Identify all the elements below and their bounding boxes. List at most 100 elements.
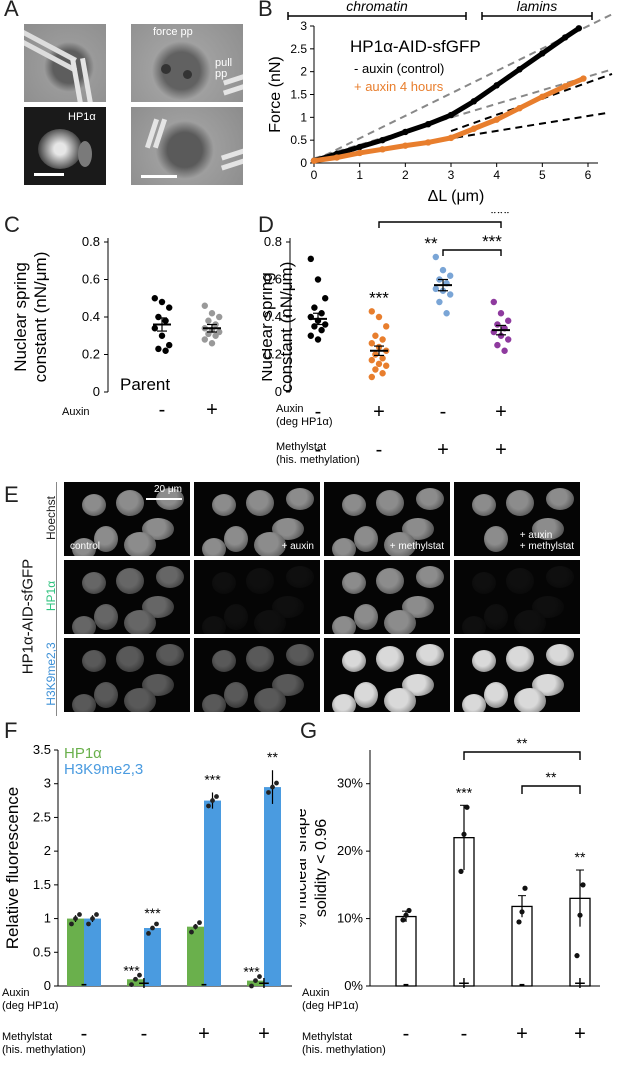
nucleus (202, 694, 226, 712)
column-label-0: control (70, 541, 101, 552)
chart-title: HP1α-AID-sfGFP (350, 37, 481, 56)
nucleus (116, 568, 144, 594)
data-point (210, 798, 215, 803)
data-point (270, 784, 275, 790)
legend-entry: HP1α (64, 745, 102, 762)
nucleus (546, 644, 574, 666)
data-point (383, 362, 390, 369)
condition-sign: - (403, 1023, 410, 1045)
data-point-control (470, 98, 478, 105)
nucleus (202, 616, 226, 634)
column-label-1: + auxin (281, 541, 314, 552)
nucleus (212, 494, 236, 516)
y-tick-label: 0.6 (264, 272, 282, 287)
y-axis-label: Relative fluorescence (3, 787, 22, 950)
nucleus (546, 488, 574, 510)
data-point (212, 332, 219, 339)
data-point (214, 794, 219, 799)
nucleus (472, 494, 496, 516)
data-point (73, 916, 78, 921)
data-point (447, 272, 454, 279)
microscopy-image-r1-c0 (64, 560, 190, 634)
data-point-auxin (379, 146, 386, 153)
group-label: Parent (120, 375, 170, 394)
column-label-2: + methylstat (389, 541, 444, 552)
nucleus (384, 610, 416, 634)
nucleus (246, 490, 274, 516)
data-point (208, 340, 216, 347)
y-tick-label: 20% (337, 843, 363, 858)
regime-label-chromatin: chromatin (346, 0, 408, 14)
nucleus (124, 688, 156, 712)
data-point (432, 253, 439, 261)
significance-marker: ** (267, 749, 278, 765)
nucleus (156, 566, 184, 588)
data-point (129, 982, 134, 988)
y-tick-label: 1.5 (290, 88, 307, 102)
panel-letter-d: D (258, 212, 274, 237)
nucleus (342, 572, 366, 594)
data-point (379, 355, 386, 362)
data-point (206, 803, 211, 809)
legend-auxin: + auxin 4 hours (354, 79, 444, 94)
legend-entry: H3K9me2,3 (64, 761, 143, 778)
condition-sign: - (81, 973, 88, 995)
condition-sign: - (141, 1023, 148, 1045)
condition-sign: + (138, 973, 150, 995)
y-tick-label: 1 (44, 911, 51, 926)
panel-letter-e: E (4, 482, 19, 507)
data-point (516, 919, 522, 925)
data-point (447, 291, 454, 298)
y-tick-label: 0 (300, 156, 307, 170)
nucleus (416, 644, 444, 666)
row-label-2: H3K9me2,3 (44, 642, 58, 706)
nucleus (472, 650, 496, 672)
data-point (322, 295, 329, 302)
data-point-auxin (561, 83, 569, 90)
microscopy-image-r1-c3 (454, 560, 580, 634)
data-point-control (575, 25, 583, 32)
nucleus (94, 526, 118, 552)
data-point-auxin (516, 105, 523, 112)
panel-e-side-line (56, 482, 57, 716)
data-point (443, 310, 450, 317)
data-point (166, 341, 173, 349)
bar-hp1 (127, 979, 144, 986)
nucleus (332, 694, 356, 712)
data-point (158, 298, 166, 306)
nucleus (72, 616, 96, 634)
data-point (253, 978, 258, 984)
scale-bar (34, 173, 64, 176)
data-point-control (561, 34, 569, 41)
significance-marker: *** (243, 964, 260, 980)
nucleus (286, 566, 314, 588)
bracket-significance: *** (490, 212, 510, 223)
data-point (151, 295, 158, 302)
nucleus (82, 650, 106, 672)
legend-control: - auxin (control) (354, 61, 444, 76)
data-point (155, 313, 162, 321)
x-tick-label: 4 (493, 168, 500, 182)
data-point (574, 953, 580, 959)
y-tick-label: 0% (344, 978, 363, 993)
significance-marker: *** (456, 784, 473, 800)
x-tick-label: 0 (311, 168, 318, 182)
nucleus (462, 616, 486, 634)
nucleus (156, 644, 184, 666)
data-point (133, 976, 138, 982)
data-point (216, 313, 223, 321)
nucleus (286, 488, 314, 510)
data-point-auxin (310, 157, 318, 164)
nucleus (484, 682, 508, 708)
nucleus (246, 568, 274, 594)
data-point (461, 831, 467, 837)
data-point (497, 332, 505, 339)
y-tick-label: 0 (93, 384, 100, 399)
condition-sign: + (437, 439, 449, 461)
data-point (249, 983, 254, 989)
data-point (501, 347, 508, 354)
nucleus (94, 604, 118, 630)
y-tick-label: 1.5 (33, 877, 51, 892)
data-point (403, 912, 409, 918)
